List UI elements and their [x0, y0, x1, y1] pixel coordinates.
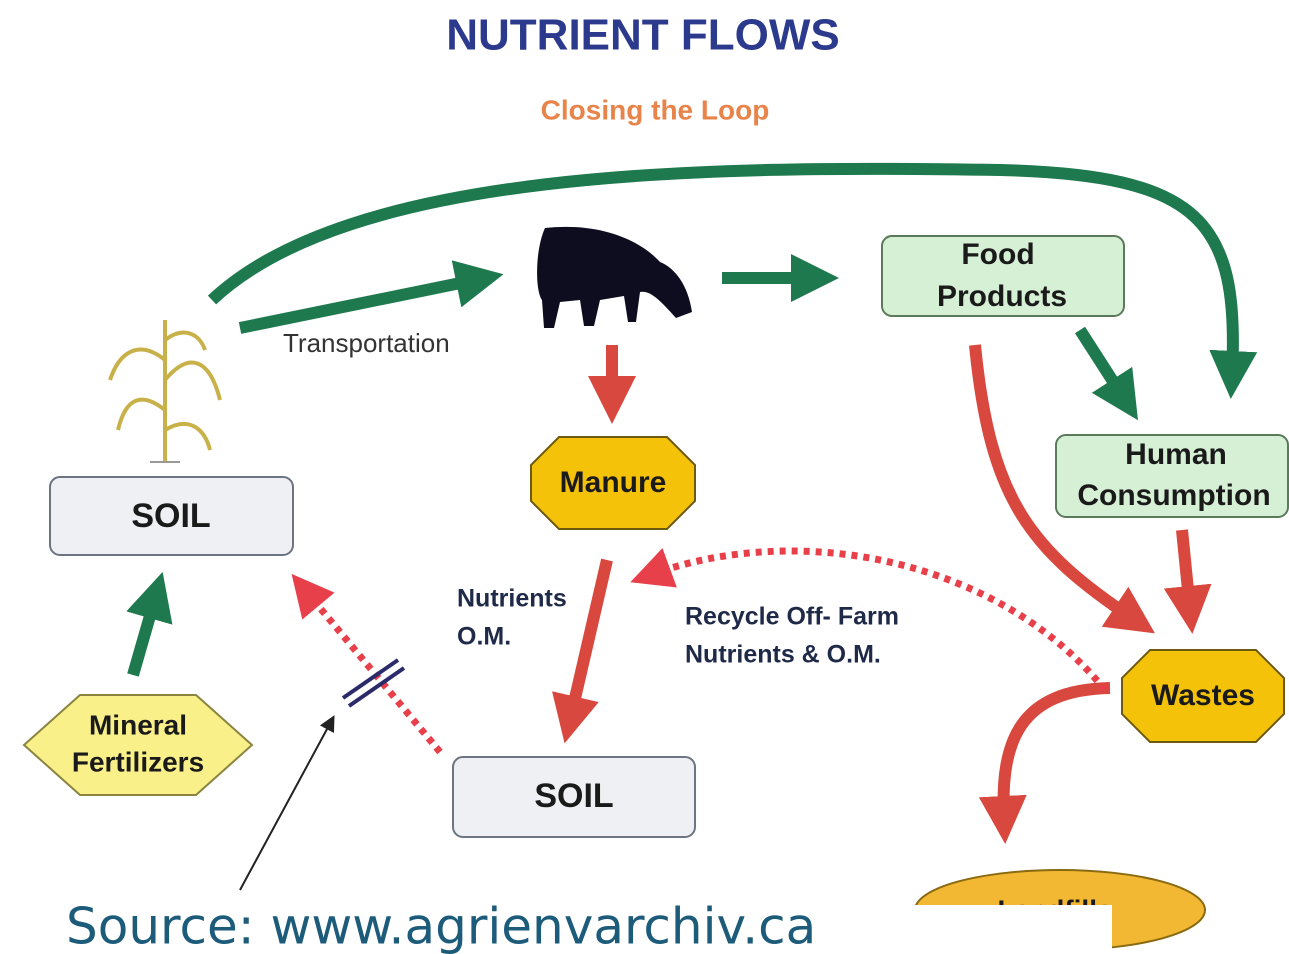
node-label: SOIL [131, 497, 210, 535]
flow-label: Nutrients [457, 585, 567, 613]
subtitle: Closing the Loop [541, 94, 770, 125]
plant-icon [110, 320, 220, 462]
node-label: Human [1125, 438, 1227, 471]
cow-icon [537, 227, 692, 328]
node-label: Wastes [1151, 679, 1255, 712]
node-label: Manure [560, 466, 667, 499]
node-label: Food [961, 238, 1034, 271]
node-label: Fertilizers [72, 746, 204, 777]
flow-label: Recycle Off- Farm [685, 603, 899, 631]
flow-label: Nutrients & O.M. [685, 641, 881, 669]
node-label: Mineral [89, 709, 187, 740]
barrier [343, 660, 404, 706]
diagram: NUTRIENT FLOWS Closing the Loop SOIL Man… [0, 0, 1289, 954]
red-arrows [570, 345, 1190, 820]
source-text: Source: www.agrienvarchiv.ca [66, 898, 816, 954]
node-label: Consumption [1077, 479, 1270, 512]
node-label: SOIL [534, 777, 613, 815]
pointer [240, 718, 333, 890]
flow-label: O.M. [457, 623, 511, 651]
title: NUTRIENT FLOWS [446, 11, 840, 60]
node-label: Products [937, 280, 1067, 313]
flow-label: Transportation [283, 328, 450, 358]
page: {"title": "NUTRIENT FLOWS", "subtitle": … [0, 0, 1289, 954]
